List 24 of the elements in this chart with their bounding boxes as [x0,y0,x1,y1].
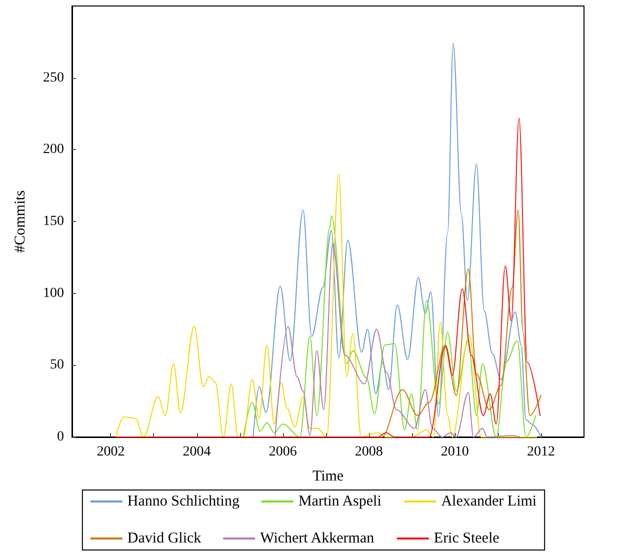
line-series [252,42,542,438]
y-tick-label: 100 [43,286,64,301]
line-series [242,215,536,438]
x-tick-label: 2008 [354,444,383,460]
line-series [115,118,541,438]
x-tick-label: 2010 [440,444,469,460]
legend-label: Wichert Akkerman [260,530,375,546]
x-tick-label: 2004 [182,444,211,460]
legend-label: Martin Aspeli [298,494,382,510]
x-tick-label: 2002 [96,444,125,460]
y-tick-label: 250 [43,70,64,86]
x-tick-label: 2006 [268,444,297,460]
y-tick-label: 150 [43,214,64,229]
legend-label: Hanno Schlichting [127,494,240,510]
x-tick-label: 2012 [526,444,555,460]
x-axis-title: Time [312,468,344,484]
y-tick-label: 50 [50,358,64,373]
y-tick-label: 0 [57,430,64,444]
legend-label: Eric Steele [434,530,500,546]
legend-label: Alexander Limi [441,494,537,510]
line-series [274,242,520,438]
y-tick-label: 200 [43,142,64,158]
y-axis-title: #Commits [12,190,28,253]
legend-label: David Glick [127,530,202,546]
